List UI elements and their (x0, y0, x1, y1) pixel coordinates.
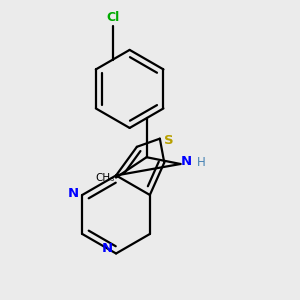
Text: H: H (197, 156, 206, 169)
Text: S: S (164, 134, 173, 147)
Text: N: N (102, 242, 113, 255)
Text: CH₃: CH₃ (95, 172, 114, 183)
Text: Cl: Cl (106, 11, 119, 24)
Text: N: N (181, 155, 192, 168)
Text: N: N (68, 187, 79, 200)
